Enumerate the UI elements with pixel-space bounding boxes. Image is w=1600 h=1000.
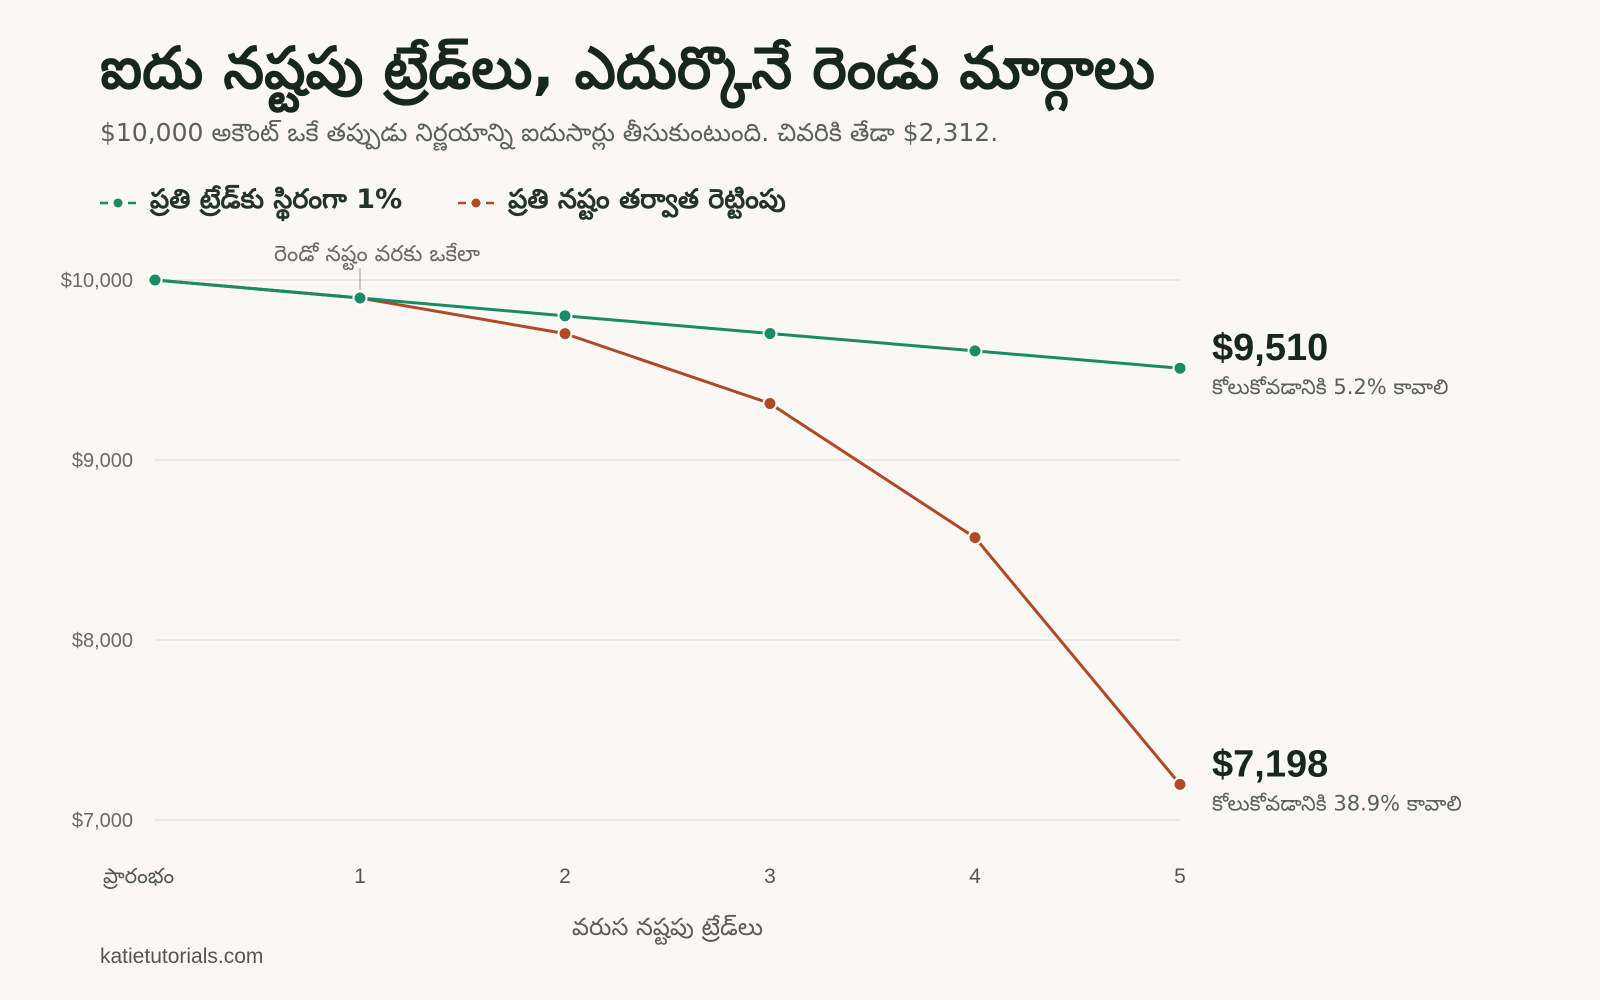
- annotation-text: రెండో నష్టం వరకు ఒకేలా: [274, 242, 480, 271]
- legend-label-double: ప్రతి నష్టం తర్వాత రెట్టింపు: [508, 184, 786, 215]
- chart-title: ఐదు నష్టపు ట్రేడ్‌లు, ఎదుర్కొనే రెండు మా…: [100, 34, 1155, 102]
- legend-swatch-double: [458, 198, 495, 208]
- x-tick-label: 5: [1174, 865, 1186, 888]
- y-tick-label: $10,000: [61, 270, 133, 292]
- data-point-fixed: [1172, 360, 1188, 376]
- end-value-double: $7,198: [1212, 743, 1328, 785]
- data-point-fixed: [762, 325, 778, 341]
- data-point-double: [1172, 776, 1188, 792]
- series-line-fixed: [154, 278, 1181, 370]
- data-point-double: [557, 326, 573, 342]
- data-point-double: [967, 530, 983, 546]
- x-tick-label: 4: [969, 865, 981, 888]
- y-tick-label: $9,000: [72, 450, 133, 472]
- x-tick-label: 1: [354, 865, 366, 888]
- legend-item-fixed: ప్రతి ట్రేడ్‌కు స్థిరంగా 1%: [100, 184, 402, 222]
- source-credit: katietutorials.com: [100, 945, 264, 968]
- data-point-fixed: [147, 272, 163, 288]
- legend-swatch-fixed: [100, 198, 136, 208]
- data-point-fixed: [967, 343, 983, 359]
- x-axis-label: వరుస నష్టపు ట్రేడ్‌లు: [572, 913, 763, 946]
- legend-label-fixed: ప్రతి ట్రేడ్‌కు స్థిరంగా 1%: [150, 184, 403, 215]
- legend-item-double: ప్రతి నష్టం తర్వాత రెట్టింపు: [458, 184, 786, 222]
- legend: ప్రతి ట్రేడ్‌కు స్థిరంగా 1% ప్రతి నష్టం …: [100, 184, 786, 222]
- chart-subtitle: $10,000 అకౌంట్ ఒకే తప్పుడు నిర్ణయాన్ని ఐ…: [100, 118, 999, 147]
- x-tick-label: 3: [764, 865, 776, 888]
- x-tick-label: ప్రారంభం: [103, 865, 174, 889]
- data-point-double: [762, 395, 778, 411]
- data-point-fixed: [557, 308, 573, 324]
- end-note-fixed: కోలుకోవడానికి 5.2% కావాలి: [1212, 375, 1448, 399]
- y-tick-label: $7,000: [72, 810, 133, 832]
- y-tick-label: $8,000: [72, 630, 133, 652]
- x-tick-label: 2: [559, 865, 571, 888]
- end-note-double: కోలుకోవడానికి 38.9% కావాలి: [1212, 791, 1462, 815]
- data-point-fixed: [352, 290, 368, 306]
- end-value-fixed: $9,510: [1212, 327, 1328, 369]
